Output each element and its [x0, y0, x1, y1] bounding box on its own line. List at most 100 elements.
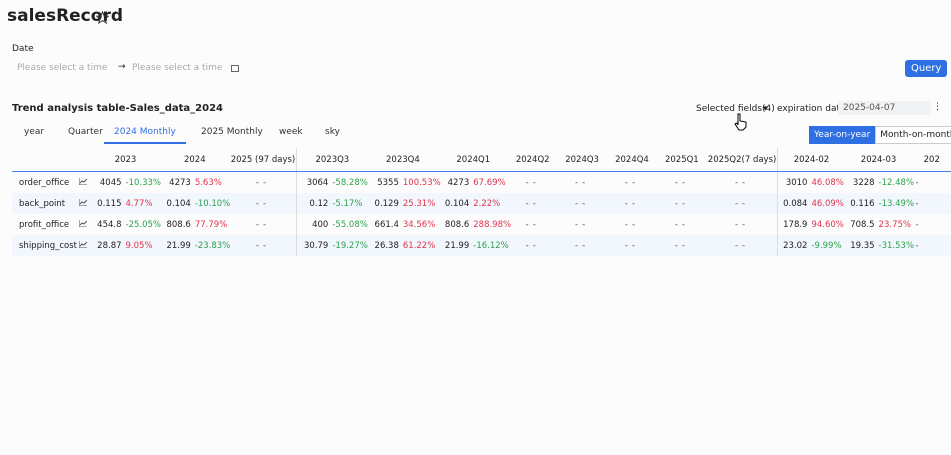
start-date[interactable]: Please select a time — [17, 63, 108, 73]
value: 4273 — [169, 177, 191, 188]
cell: -- — [607, 214, 657, 235]
value: - — [674, 177, 678, 188]
change: -12.48% — [878, 177, 915, 188]
column-header: 2024-03 — [844, 148, 913, 172]
query-button[interactable]: Query — [905, 60, 948, 77]
cell: -- — [557, 172, 607, 194]
cell: -- — [508, 193, 558, 214]
cell: - — [912, 193, 951, 214]
cell: -- — [607, 235, 657, 256]
cell: 0.084 46.09% — [777, 193, 845, 214]
column-header: 202 — [912, 148, 951, 172]
column-header: 2024Q1 — [438, 148, 509, 172]
value: 4045 — [99, 177, 122, 188]
chart-icon[interactable] — [78, 220, 88, 229]
value: - — [624, 219, 628, 230]
value: - — [575, 177, 579, 188]
arrow: → — [118, 62, 126, 72]
toggle-option[interactable]: Year-on-year — [809, 126, 876, 144]
value: - — [525, 240, 529, 251]
cell: 0.116 -13.49% — [844, 193, 914, 214]
cell: 0.104 -10.10% — [159, 193, 230, 214]
chart-icon[interactable] — [78, 178, 88, 187]
value: - — [734, 177, 739, 188]
change: -55.08% — [332, 219, 368, 230]
value: - — [255, 177, 259, 188]
value: 4273 — [447, 177, 470, 188]
value: - — [624, 240, 628, 251]
column-header: 2024Q2 — [508, 148, 558, 172]
table: 2023 2024 2025 (97 days) 2023Q3 2023Q4 2024Q1… — [12, 148, 951, 256]
dropdown-caret: ▾ — [763, 104, 768, 114]
toggle-option[interactable]: Month-on-month — [875, 126, 951, 144]
value: 0.12 — [309, 198, 329, 209]
value: 0.084 — [783, 198, 808, 209]
change: 100.53% — [402, 177, 441, 188]
value: 0.129 — [374, 198, 399, 209]
cell: -- — [508, 214, 557, 235]
value: - — [624, 198, 628, 209]
value: - — [734, 219, 739, 230]
value: 400 — [312, 219, 329, 230]
row-name-cell: profit_office — [12, 214, 91, 235]
change: 67.69% — [473, 177, 506, 188]
cell: 661.4 34.56% — [367, 214, 438, 235]
change: - — [681, 219, 685, 230]
change: - — [582, 219, 586, 230]
cell: 808.6 288.98% — [438, 214, 512, 235]
change: - — [582, 198, 586, 209]
value: 21.99 — [166, 240, 191, 251]
change: 34.56% — [402, 219, 436, 230]
change: - — [582, 240, 586, 251]
cell: -- — [657, 172, 707, 194]
value: - — [525, 198, 529, 209]
cell: 4273 5.63% — [160, 172, 230, 194]
cell: 30.79 -19.27% — [296, 235, 368, 256]
cell: -- — [707, 214, 778, 235]
row: profit_office 454.8 -25.05% 808.6 77.79% - -40… — [12, 214, 951, 235]
change: - — [681, 177, 685, 188]
change: - — [262, 219, 267, 230]
value: 21.99 — [444, 240, 470, 251]
tab[interactable]: Quarter — [68, 127, 103, 137]
value: - — [624, 177, 628, 188]
expiration-label: expiration date — [777, 104, 846, 114]
tab[interactable]: 2024 Monthly — [104, 127, 186, 144]
row: shipping_cost 28.87 9.05% 21.99 -23.83% - -30.… — [12, 235, 951, 256]
cell: 21.99 -16.12% — [438, 235, 509, 256]
change: -23.83% — [194, 240, 231, 251]
tab[interactable]: sky — [325, 127, 340, 137]
cell: - — [912, 235, 951, 256]
change: - — [532, 240, 536, 251]
toggle: Year-on-year Month-on-month — [809, 126, 951, 144]
chart-icon[interactable] — [78, 241, 88, 250]
value: 708.5 — [850, 219, 875, 230]
tab[interactable]: year — [24, 127, 45, 137]
more-icon[interactable]: ⋮ — [933, 102, 942, 112]
cell: -- — [607, 172, 657, 194]
value: - — [674, 198, 678, 209]
change: 288.98% — [473, 219, 512, 230]
column-header: 2024Q3 — [557, 148, 608, 172]
expiration-date[interactable]: 2025-04-07 — [838, 101, 931, 115]
cell: 3010 46.08% — [777, 171, 845, 193]
tab[interactable]: week — [279, 127, 303, 137]
chart-icon[interactable] — [78, 199, 88, 208]
change: 46.09% — [811, 198, 844, 209]
tab[interactable]: 2025 Monthly — [201, 127, 263, 137]
star-icon[interactable] — [96, 11, 109, 24]
value: - — [734, 198, 739, 209]
end-date[interactable]: Please select a time — [132, 63, 223, 73]
cell: 23.02 -9.99% — [777, 235, 845, 256]
column-header: 2025Q2(7 days) — [706, 148, 778, 172]
cell: 454.8 -25.05% — [91, 214, 161, 235]
change: -5.17% — [332, 198, 363, 209]
change: - — [631, 219, 636, 230]
change: - — [262, 177, 267, 188]
value: - — [255, 198, 259, 209]
table-wrap: 2023 2024 2025 (97 days) 2023Q3 2023Q4 2024Q1… — [12, 148, 951, 256]
cell: 0.115 4.77% — [91, 193, 160, 214]
change: -10.33% — [125, 177, 161, 188]
selected-fields[interactable]: Selected fields(4) — [696, 104, 775, 114]
cell: 19.35 -31.53% — [844, 235, 914, 256]
